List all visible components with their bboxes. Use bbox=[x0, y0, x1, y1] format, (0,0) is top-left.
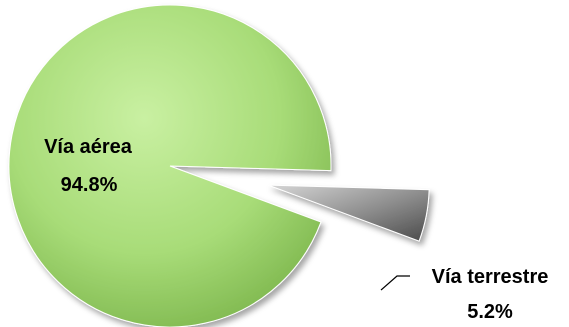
pie-slice-via-aerea bbox=[8, 4, 332, 327]
pie-slice-via-terrestre bbox=[267, 184, 430, 242]
slice-value-via-aerea: 94.8% bbox=[61, 174, 118, 196]
slice-label-via-aerea: Vía aérea bbox=[44, 136, 133, 158]
slice-label-via-terrestre: Vía terrestre bbox=[432, 266, 549, 288]
slice-value-via-terrestre: 5.2% bbox=[467, 301, 513, 323]
leader-line bbox=[380, 275, 410, 291]
